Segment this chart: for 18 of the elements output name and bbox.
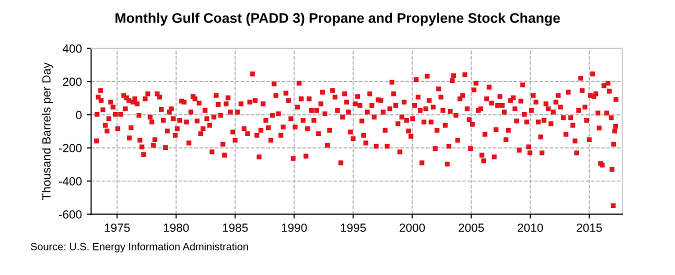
x-tick-label: 1980	[164, 224, 189, 232]
x-tick-label: 2015	[576, 224, 602, 232]
x-tick-label: 2005	[458, 224, 484, 232]
y-tick-label: -400	[58, 177, 82, 186]
chart-title: Monthly Gulf Coast (PADD 3) Propane and Propylene Stock Change	[116, 12, 560, 26]
y-tick-label: 0	[76, 110, 82, 120]
y-tick-label: 400	[62, 44, 82, 53]
y-axis-title: Thousand Barrels per Day	[42, 62, 53, 200]
x-tick-label: 1995	[340, 224, 366, 232]
x-tick-label: 1975	[104, 224, 130, 232]
y-tick-label: 200	[62, 78, 82, 86]
source-note: Source: U.S. Energy Information Administration	[30, 242, 248, 252]
x-tick-label: 1990	[282, 224, 307, 232]
y-tick-label: -600	[58, 210, 82, 219]
y-tick-label: -200	[58, 144, 82, 152]
x-tick-label: 2000	[400, 224, 425, 232]
x-tick-label: 2010	[518, 224, 543, 232]
x-tick-label: 1985	[222, 224, 248, 232]
